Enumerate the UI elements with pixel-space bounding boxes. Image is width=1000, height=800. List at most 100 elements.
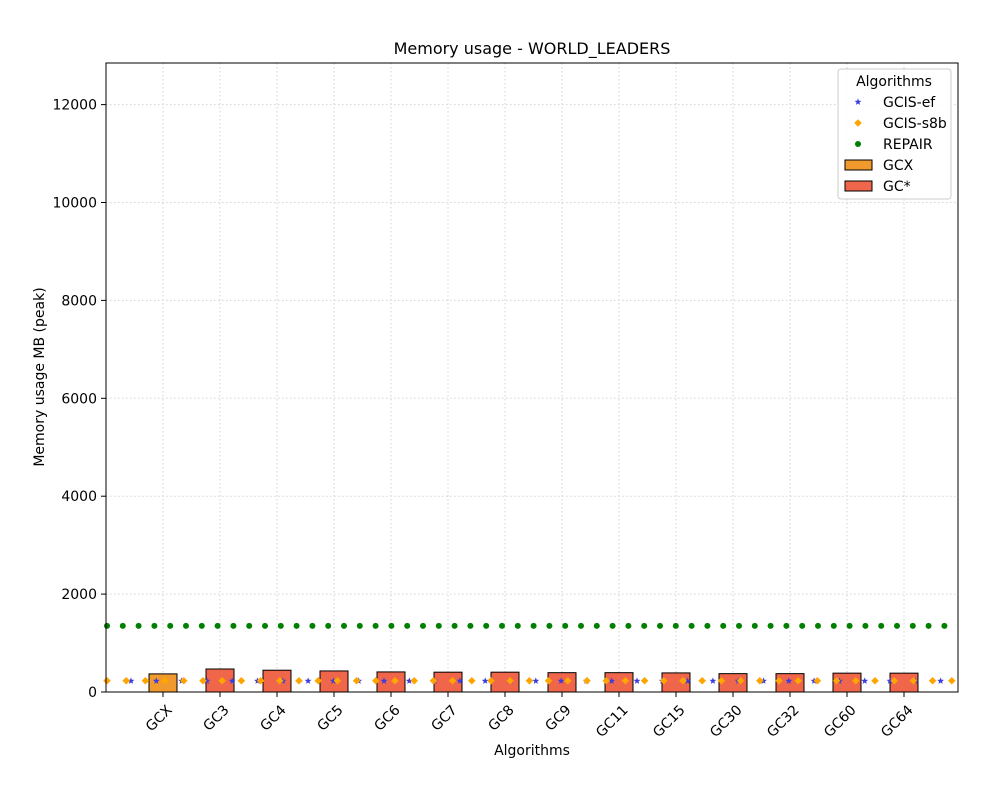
gcis-s8b-marker [564, 676, 572, 685]
gcis-s8b-marker [756, 676, 764, 685]
legend-label: GCIS-s8b [883, 116, 947, 132]
x-tick-label: GCX [143, 702, 176, 735]
y-axis-label: Memory usage MB (peak) [32, 287, 48, 466]
gcis-ef-marker [152, 677, 160, 684]
x-axis-ticks: GCX GC3 GC4 GC5 GC6 GC7 GC8 GC9 GC11 GC15 GC30 GC32… [143, 692, 917, 741]
bar-gc6 [376, 671, 406, 693]
repair-marker [830, 622, 837, 629]
repair-marker [451, 622, 458, 629]
gcis-s8b-marker [660, 676, 668, 685]
repair-marker [198, 622, 205, 629]
y-tick-label: 2000 [61, 587, 97, 603]
gcis-s8b-marker [218, 676, 226, 685]
repair-marker [862, 622, 869, 629]
gcis-ef-marker [633, 677, 641, 684]
y-tick-label: 6000 [61, 391, 97, 407]
gcis-s8b-marker [429, 676, 438, 685]
gcis-s8b-marker [813, 676, 822, 685]
repair-marker [104, 622, 110, 629]
gcis-ef-marker [532, 677, 540, 684]
gcis-s8b-marker [391, 676, 399, 685]
x-tick-label: GC11 [593, 702, 632, 741]
gcis-s8b-marker [928, 676, 937, 685]
legend-entries: GCIS-ef GCIS-s8b REPAIR GCX GC* [844, 95, 947, 195]
repair-marker [846, 622, 853, 629]
gcis-ef-marker [456, 677, 464, 684]
gcis-s8b-marker [295, 676, 303, 685]
repair-marker [609, 622, 616, 629]
legend-marker-repair [855, 141, 861, 147]
gcis-ef-marker [557, 677, 565, 684]
repair-marker [736, 622, 742, 629]
gcis-s8b-marker [103, 676, 111, 685]
gcis-s8b-marker [256, 676, 265, 685]
x-tick-label: GC60 [821, 702, 860, 741]
gcis-s8b-marker [372, 676, 380, 685]
gcis-ef-marker [380, 677, 388, 684]
gcis-s8b-marker [506, 676, 514, 685]
repair-marker [372, 622, 379, 629]
repair-marker [420, 622, 426, 629]
repair-marker [151, 622, 158, 629]
plot-area-frame [105, 62, 959, 693]
x-tick-label: GC64 [878, 702, 917, 741]
legend-title: Algorithms [856, 74, 932, 90]
legend-label: GCX [883, 158, 914, 174]
gcis-s8b-marker [602, 676, 610, 685]
gcis-s8b-marker [794, 676, 802, 685]
repair-marker [514, 622, 521, 629]
bar-gc30 [718, 673, 748, 693]
repair-marker [941, 622, 948, 629]
gcis-ef-marker [886, 677, 894, 684]
y-tick-label: 4000 [61, 489, 97, 505]
gcis-s8b-marker [180, 676, 188, 685]
grid-layer [106, 63, 958, 693]
x-tick-label: GC4 [257, 702, 289, 734]
gcis-s8b-marker [736, 676, 745, 685]
gcis-s8b-marker [199, 676, 207, 685]
repair-marker [246, 622, 253, 629]
x-tick-label: GC15 [650, 702, 689, 741]
repair-marker [388, 622, 395, 629]
bar-gcx [148, 673, 178, 693]
repair-marker [167, 622, 174, 629]
repair-marker [562, 622, 569, 629]
y-tick-label: 10000 [52, 196, 97, 212]
x-tick-label: GC9 [542, 702, 574, 734]
gcis-ef-marker [329, 677, 337, 684]
x-tick-label: GC3 [200, 702, 232, 734]
repair-marker [293, 622, 300, 629]
repair-marker [483, 622, 490, 629]
gcis-s8b-marker [948, 676, 956, 685]
gcis-ef-marker [861, 677, 869, 684]
legend: Algorithms GCIS-ef GCIS-s8b REPAIR GCX GC* [837, 68, 952, 200]
gcis-s8b-marker [544, 676, 553, 685]
legend-swatch-gcstar [844, 180, 873, 192]
repair-marker [230, 622, 237, 629]
repair-marker [404, 622, 411, 629]
gcis-ef-marker [608, 677, 616, 684]
y-axis-ticks: 0 2000 4000 6000 8000 10000 12000 [52, 98, 106, 701]
gcis-ef-marker [937, 677, 945, 684]
repair-marker [214, 622, 221, 629]
gcis-s8b-marker [448, 676, 457, 685]
gcis-s8b-marker [698, 676, 706, 685]
repair-marker [593, 622, 600, 629]
gcis-s8b-marker [679, 676, 687, 685]
gcis-ef-marker [203, 677, 211, 684]
repair-marker [815, 622, 821, 629]
repair-marker [909, 622, 916, 629]
repair-marker [672, 622, 679, 629]
legend-marker-gcis-s8b [854, 119, 862, 127]
repair-marker [704, 622, 711, 629]
repair-marker [688, 622, 695, 629]
repair-marker [341, 622, 347, 629]
bar-gc7 [433, 671, 463, 693]
gcis-s8b-marker [871, 676, 879, 685]
legend-marker-gcis-ef [854, 98, 862, 105]
x-tick-label: GC30 [707, 702, 746, 741]
repair-marker [546, 622, 553, 629]
y-tick-label: 8000 [61, 293, 97, 309]
bar-gc8 [490, 671, 520, 693]
gcis-s8b-marker [314, 676, 322, 685]
